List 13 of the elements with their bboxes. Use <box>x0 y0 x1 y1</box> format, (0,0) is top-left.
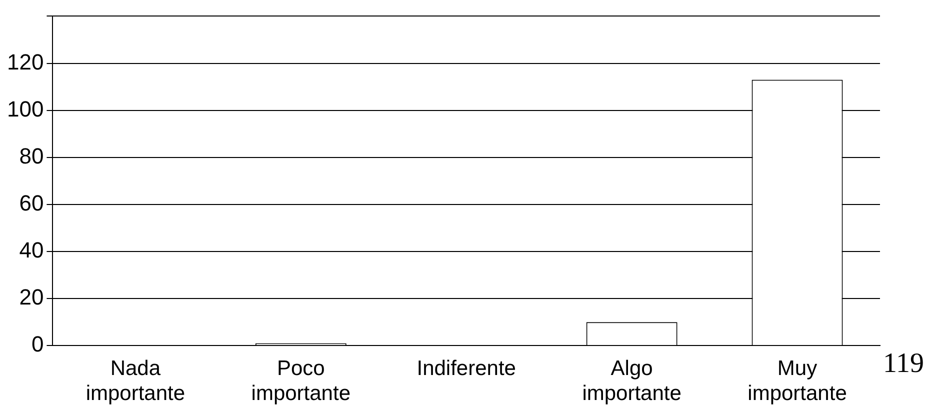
y-tick-label: 20 <box>19 284 44 310</box>
x-tick-label: Nada importante <box>86 356 186 406</box>
x-tick-label: Algo importante <box>582 356 682 406</box>
x-tick-label: Poco importante <box>251 356 351 406</box>
y-tick-label: 0 <box>31 332 44 357</box>
x-tick-label: Indiferente <box>416 356 516 380</box>
y-tick-label: 60 <box>19 190 44 216</box>
y-tick-label: 80 <box>19 143 44 168</box>
y-tick-label: 120 <box>6 49 44 74</box>
text: 119 <box>883 348 924 380</box>
y-tick-label: 100 <box>6 96 44 122</box>
x-tick-label: Muy importante <box>748 356 847 406</box>
y-tick-label: 40 <box>19 238 44 263</box>
